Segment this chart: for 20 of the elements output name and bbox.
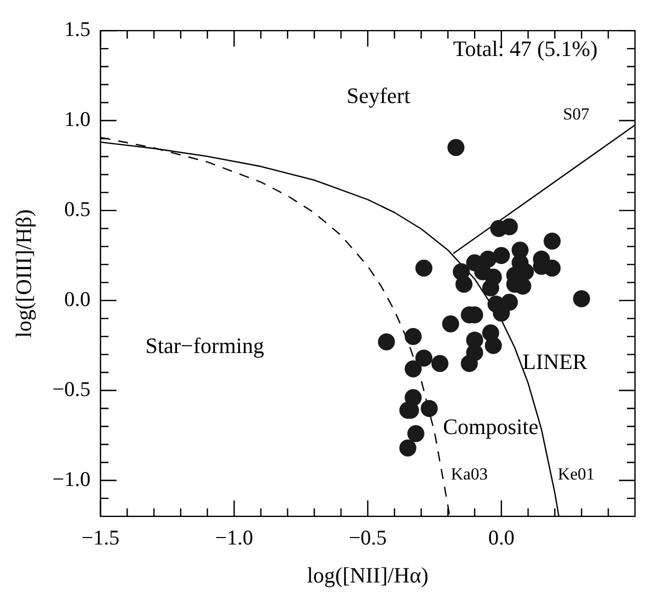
annotation: Star−forming xyxy=(145,333,264,358)
y-tick-label: 1.0 xyxy=(64,107,90,132)
annotation: Ka03 xyxy=(450,464,488,484)
annotation: Composite xyxy=(443,414,538,440)
x-tick-label: −1.0 xyxy=(215,526,254,550)
annotation: S07 xyxy=(562,104,590,124)
y-tick-label: −1.0 xyxy=(52,466,90,491)
annotation: Ke01 xyxy=(558,464,595,484)
annotation: Total: 47 (5.1%) xyxy=(453,36,598,62)
y-axis-title: log([OIII]/Hβ) xyxy=(10,209,36,338)
y-tick-label: 1.5 xyxy=(64,17,90,42)
x-tick-label: −1.5 xyxy=(81,526,120,550)
y-tick-label: −0.5 xyxy=(52,376,90,401)
x-tick-label: 0.0 xyxy=(488,526,514,550)
x-axis-title: log([NII]/Hα) xyxy=(307,562,428,588)
y-tick-label: 0.0 xyxy=(64,287,90,312)
y-tick-label: 0.5 xyxy=(64,197,90,222)
x-tick-label: −0.5 xyxy=(348,526,387,550)
annotation: LINER xyxy=(522,349,588,374)
annotation: Seyfert xyxy=(346,82,410,108)
